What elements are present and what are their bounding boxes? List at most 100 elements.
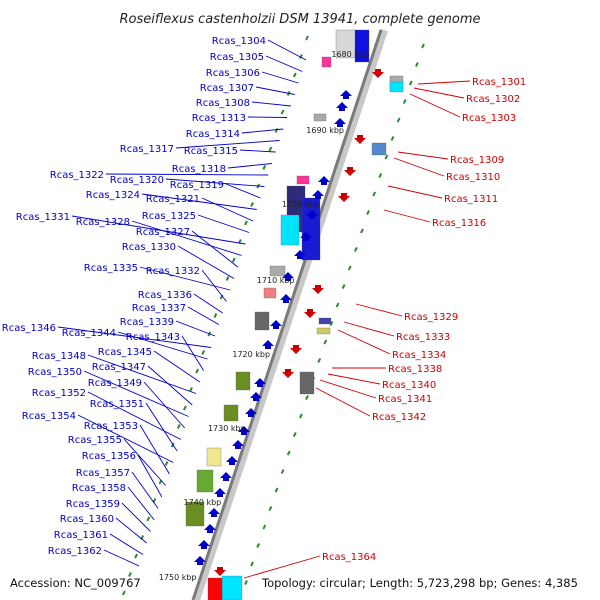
gene-label-rcas-1311[interactable]: Rcas_1311 bbox=[444, 194, 498, 205]
gene-arrow bbox=[245, 408, 257, 417]
gene-label-rcas-1361[interactable]: Rcas_1361 bbox=[54, 530, 108, 541]
gene-label-rcas-1350[interactable]: Rcas_1350 bbox=[28, 367, 82, 378]
gene-label-rcas-1302[interactable]: Rcas_1302 bbox=[466, 94, 520, 105]
gene-label-rcas-1309[interactable]: Rcas_1309 bbox=[450, 155, 504, 166]
tick-mark bbox=[231, 257, 236, 263]
gene-block bbox=[318, 317, 332, 325]
gene-label-rcas-1325[interactable]: Rcas_1325 bbox=[142, 211, 196, 222]
gene-label-rcas-1348[interactable]: Rcas_1348 bbox=[32, 351, 86, 362]
tick-mark bbox=[274, 487, 279, 493]
gene-label-rcas-1338[interactable]: Rcas_1338 bbox=[388, 364, 442, 375]
tick-mark bbox=[121, 590, 126, 596]
gene-label-rcas-1344[interactable]: Rcas_1344 bbox=[62, 328, 116, 339]
gene-label-rcas-1334[interactable]: Rcas_1334 bbox=[392, 350, 446, 361]
gene-label-rcas-1327[interactable]: Rcas_1327 bbox=[136, 227, 190, 238]
leader-line bbox=[139, 424, 170, 475]
gene-label-rcas-1310[interactable]: Rcas_1310 bbox=[446, 172, 500, 183]
leader-line bbox=[255, 86, 295, 95]
gene-label-rcas-1330[interactable]: Rcas_1330 bbox=[122, 242, 176, 253]
leader-line bbox=[131, 471, 159, 509]
leader-line bbox=[87, 354, 197, 394]
gene-label-rcas-1360[interactable]: Rcas_1360 bbox=[60, 514, 114, 525]
gene-label-rcas-1333[interactable]: Rcas_1333 bbox=[396, 332, 450, 343]
gene-arrow bbox=[262, 340, 274, 349]
gene-label-rcas-1347[interactable]: Rcas_1347 bbox=[92, 362, 146, 373]
gene-label-rcas-1331[interactable]: Rcas_1331 bbox=[16, 212, 70, 223]
gene-label-rcas-1337[interactable]: Rcas_1337 bbox=[132, 303, 186, 314]
gene-label-rcas-1349[interactable]: Rcas_1349 bbox=[88, 378, 142, 389]
gene-label-rcas-1346[interactable]: Rcas_1346 bbox=[2, 323, 56, 334]
tick-mark bbox=[421, 43, 425, 49]
gene-arrow bbox=[220, 472, 232, 481]
gene-label-rcas-1322[interactable]: Rcas_1322 bbox=[50, 170, 104, 181]
gene-label-rcas-1340[interactable]: Rcas_1340 bbox=[382, 380, 436, 391]
tick-mark bbox=[390, 136, 395, 141]
gene-label-rcas-1336[interactable]: Rcas_1336 bbox=[138, 290, 192, 301]
gene-label-rcas-1357[interactable]: Rcas_1357 bbox=[76, 468, 130, 479]
gene-label-rcas-1342[interactable]: Rcas_1342 bbox=[372, 412, 426, 423]
gene-label-rcas-1318[interactable]: Rcas_1318 bbox=[172, 164, 226, 175]
tick-mark bbox=[299, 54, 303, 59]
gene-label-rcas-1306[interactable]: Rcas_1306 bbox=[206, 68, 260, 79]
gene-label-rcas-1305[interactable]: Rcas_1305 bbox=[210, 52, 264, 63]
gene-label-rcas-1303[interactable]: Rcas_1303 bbox=[462, 113, 516, 124]
gene-label-rcas-1328[interactable]: Rcas_1328 bbox=[76, 217, 130, 228]
tick-mark bbox=[366, 210, 370, 215]
gene-label-rcas-1355[interactable]: Rcas_1355 bbox=[68, 435, 122, 446]
leader-line bbox=[413, 87, 465, 99]
gene-label-rcas-1324[interactable]: Rcas_1324 bbox=[86, 190, 140, 201]
leader-line bbox=[327, 373, 381, 385]
gene-arrow bbox=[290, 345, 302, 354]
gene-label-rcas-1345[interactable]: Rcas_1345 bbox=[98, 347, 152, 358]
gene-label-rcas-1339[interactable]: Rcas_1339 bbox=[120, 317, 174, 328]
gene-label-rcas-1354[interactable]: Rcas_1354 bbox=[22, 411, 76, 422]
gene-arrow bbox=[300, 232, 312, 241]
gene-label-rcas-1301[interactable]: Rcas_1301 bbox=[472, 77, 526, 88]
tick-mark bbox=[268, 146, 273, 152]
leader-line bbox=[241, 128, 284, 134]
gene-label-rcas-1319[interactable]: Rcas_1319 bbox=[170, 180, 224, 191]
gene-label-rcas-1362[interactable]: Rcas_1362 bbox=[48, 546, 102, 557]
gene-arrow bbox=[214, 567, 226, 576]
gene-label-rcas-1321[interactable]: Rcas_1321 bbox=[146, 194, 200, 205]
gene-block bbox=[196, 469, 214, 493]
gene-arrow bbox=[214, 488, 226, 497]
gene-arrow bbox=[282, 272, 294, 281]
gene-block bbox=[263, 287, 277, 299]
gene-label-rcas-1341[interactable]: Rcas_1341 bbox=[378, 394, 432, 405]
gene-label-rcas-1304[interactable]: Rcas_1304 bbox=[212, 36, 266, 47]
gene-arrow bbox=[282, 369, 294, 378]
gene-label-rcas-1359[interactable]: Rcas_1359 bbox=[66, 499, 120, 510]
tick-mark bbox=[213, 313, 218, 318]
gene-label-rcas-1316[interactable]: Rcas_1316 bbox=[432, 218, 486, 229]
gene-label-rcas-1315[interactable]: Rcas_1315 bbox=[184, 146, 238, 157]
tick-mark bbox=[225, 276, 230, 281]
leader-line bbox=[239, 149, 276, 153]
gene-label-rcas-1364[interactable]: Rcas_1364 bbox=[322, 552, 376, 563]
leader-line bbox=[147, 365, 193, 406]
leader-line bbox=[139, 266, 231, 291]
gene-label-rcas-1307[interactable]: Rcas_1307 bbox=[200, 83, 254, 94]
leader-line bbox=[131, 220, 242, 256]
gene-label-rcas-1358[interactable]: Rcas_1358 bbox=[72, 483, 126, 494]
gene-label-rcas-1314[interactable]: Rcas_1314 bbox=[186, 129, 240, 140]
gene-label-rcas-1320[interactable]: Rcas_1320 bbox=[110, 175, 164, 186]
gene-label-rcas-1353[interactable]: Rcas_1353 bbox=[84, 421, 138, 432]
gene-label-rcas-1351[interactable]: Rcas_1351 bbox=[90, 399, 144, 410]
gene-label-rcas-1335[interactable]: Rcas_1335 bbox=[84, 263, 138, 274]
gene-label-rcas-1308[interactable]: Rcas_1308 bbox=[196, 98, 250, 109]
gene-label-rcas-1332[interactable]: Rcas_1332 bbox=[146, 266, 200, 277]
leader-line bbox=[343, 321, 395, 337]
gene-block bbox=[207, 577, 223, 600]
gene-arrow bbox=[204, 524, 216, 533]
gene-label-rcas-1356[interactable]: Rcas_1356 bbox=[82, 451, 136, 462]
leader-line bbox=[267, 39, 307, 61]
gene-label-rcas-1329[interactable]: Rcas_1329 bbox=[404, 312, 458, 323]
gene-block bbox=[354, 29, 370, 63]
gene-label-rcas-1313[interactable]: Rcas_1313 bbox=[192, 113, 246, 124]
gene-label-rcas-1317[interactable]: Rcas_1317 bbox=[120, 144, 174, 155]
gene-block bbox=[321, 56, 332, 68]
gene-label-rcas-1352[interactable]: Rcas_1352 bbox=[32, 388, 86, 399]
gene-label-rcas-1343[interactable]: Rcas_1343 bbox=[126, 332, 180, 343]
